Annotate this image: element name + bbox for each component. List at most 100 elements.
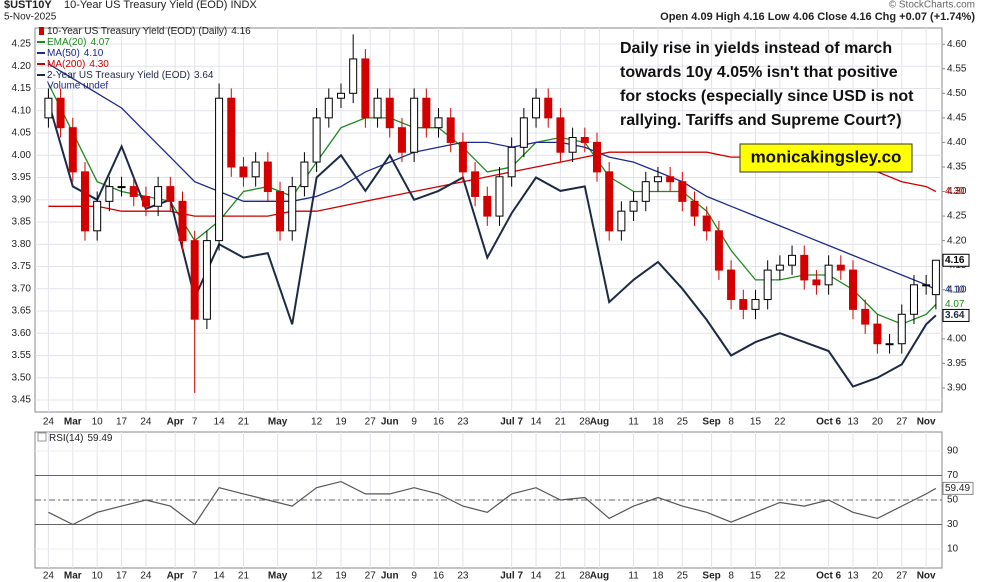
last-value-label: 4.30 xyxy=(945,186,965,197)
x-tick-label: Apr xyxy=(167,571,184,582)
annotation: towards 10y 4.05% isn't that positive xyxy=(620,64,898,81)
x-tick-label: 28 xyxy=(579,417,591,428)
legend-name: RSI(14) xyxy=(49,433,83,444)
candle-body xyxy=(56,97,65,129)
x-tick-label: 25 xyxy=(677,571,689,582)
candle-body xyxy=(446,117,455,143)
candle-body xyxy=(141,195,150,207)
candle-body xyxy=(483,195,492,217)
legend-entry: MA(200) 4.30 xyxy=(47,59,109,70)
candle-body xyxy=(336,92,345,99)
legend-value: 3.64 xyxy=(194,70,214,81)
candle-body xyxy=(117,186,126,189)
rsi-tick-label: 90 xyxy=(947,446,959,457)
last-value-box xyxy=(942,253,970,267)
x-tick-label: Mar xyxy=(64,417,82,428)
candle-body xyxy=(507,146,516,178)
quote: Open 4.09 High 4.16 Low 4.06 Close 4.16 … xyxy=(660,11,975,23)
y2-tick-label: 3.90 xyxy=(947,383,967,394)
legend-value: 4.07 xyxy=(90,37,110,48)
legend-name: 2-Year US Treasury Yield (EOD) xyxy=(47,70,190,81)
y-tick-label: 4.20 xyxy=(12,61,32,72)
y2-tick-label: 4.35 xyxy=(947,162,967,173)
legend-swatch xyxy=(37,432,47,442)
rsi-tick-label: 50 xyxy=(947,495,959,506)
y-tick-label: 3.65 xyxy=(12,306,32,317)
candle-body xyxy=(519,117,528,148)
x-tick-label: 8 xyxy=(728,571,734,582)
candle-body xyxy=(824,264,833,286)
candle-body xyxy=(190,240,199,320)
candle-body xyxy=(80,171,89,232)
last-value-label: 4.16 xyxy=(945,255,965,266)
y-tick-label: 4.05 xyxy=(12,128,32,139)
candle-body xyxy=(215,97,224,242)
y2-tick-label: 4.30 xyxy=(947,186,967,197)
candle-body xyxy=(288,186,297,232)
y2-tick-label: 4.10 xyxy=(947,284,967,295)
watermark: monicakingsley.co xyxy=(751,147,902,166)
x-tick-label: 15 xyxy=(750,417,762,428)
x-tick-label: 27 xyxy=(365,571,377,582)
indicator-line xyxy=(47,101,937,388)
last-value-label: 4.07 xyxy=(945,299,965,310)
candle-body xyxy=(897,313,906,345)
candle-body xyxy=(727,269,736,301)
y-tick-label: 3.85 xyxy=(12,217,32,228)
candle-body xyxy=(227,97,236,168)
x-tick-label: 17 xyxy=(116,571,128,582)
y-tick-label: 3.60 xyxy=(12,328,32,339)
x-tick-label: 15 xyxy=(750,571,762,582)
candle-body xyxy=(922,284,931,287)
last-value-label: 4.10 xyxy=(945,284,965,295)
legend-name: MA(200) xyxy=(47,59,85,70)
x-tick-label: Jun xyxy=(381,417,399,428)
candle-body xyxy=(410,97,419,153)
y-tick-label: 4.00 xyxy=(12,150,32,161)
candle-body xyxy=(361,58,370,119)
x-tick-label: 23 xyxy=(457,417,469,428)
x-tick-label: 18 xyxy=(652,417,664,428)
x-tick-label: Mar xyxy=(64,571,82,582)
candle-body xyxy=(544,97,553,119)
x-tick-label: 22 xyxy=(774,417,786,428)
x-tick-label: 21 xyxy=(238,417,250,428)
x-tick-label: Sep xyxy=(702,417,720,428)
candle-body xyxy=(251,161,260,178)
legend-entry: RSI(14) 59.49 xyxy=(49,433,113,444)
x-tick-label: 19 xyxy=(335,417,347,428)
x-tick-label: 14 xyxy=(530,571,542,582)
candle-body xyxy=(300,161,309,188)
x-tick-label: 16 xyxy=(433,571,445,582)
source: © StockCharts.com xyxy=(889,0,975,11)
candle-body xyxy=(154,186,163,207)
candle-body xyxy=(495,176,504,217)
candle-body xyxy=(714,230,723,271)
legend-value: 4.16 xyxy=(231,26,251,37)
candle-body xyxy=(617,210,626,232)
candle-body xyxy=(580,137,589,143)
candle-body xyxy=(324,97,333,119)
rsi-tick-label: 10 xyxy=(947,544,959,555)
last-value-label: 3.64 xyxy=(945,310,965,321)
y-tick-label: 4.10 xyxy=(12,105,32,116)
candle-body xyxy=(678,181,687,202)
rsi-tick-label: 70 xyxy=(947,470,959,481)
x-tick-label: 27 xyxy=(365,417,377,428)
y2-tick-label: 3.95 xyxy=(947,358,967,369)
x-tick-label: 8 xyxy=(728,417,734,428)
x-tick-label: 21 xyxy=(555,417,567,428)
candle-body xyxy=(349,58,358,94)
candle-body xyxy=(44,97,53,119)
last-value-box xyxy=(942,308,970,322)
candle-body xyxy=(763,269,772,301)
y-tick-label: 3.90 xyxy=(12,194,32,205)
candle-body xyxy=(276,191,285,232)
x-tick-label: 27 xyxy=(896,571,908,582)
candle-body xyxy=(263,161,272,193)
x-tick-label: 24 xyxy=(43,417,55,428)
x-tick-label: 13 xyxy=(847,571,859,582)
chart-title: 10-Year US Treasury Yield (EOD) INDX xyxy=(64,0,257,11)
